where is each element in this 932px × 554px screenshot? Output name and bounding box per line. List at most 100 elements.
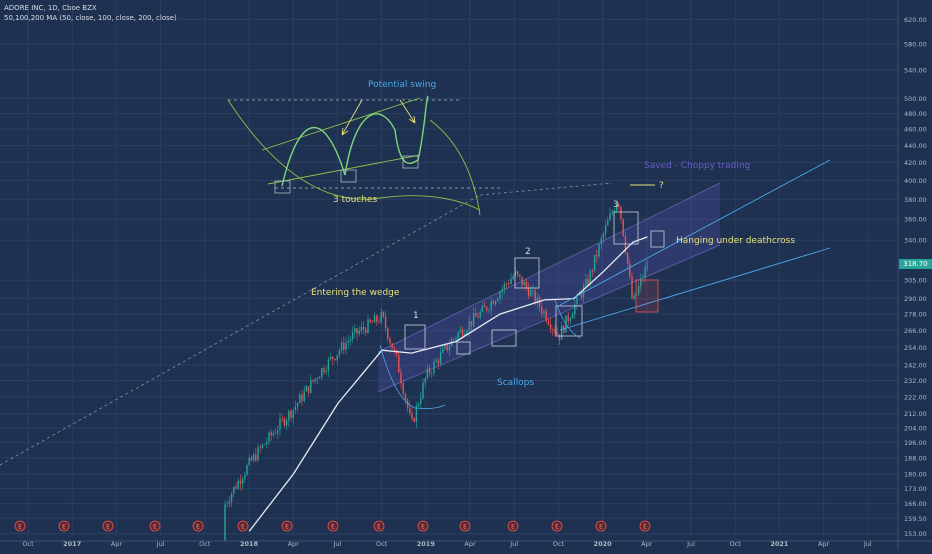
annotation-text: ? — [659, 181, 664, 191]
candle-body — [626, 252, 629, 264]
candle-body — [248, 457, 250, 466]
earnings-label: E — [377, 524, 381, 531]
earnings-label: E — [463, 524, 467, 531]
candle-body — [233, 486, 235, 494]
y-tick-label: 480.00 — [904, 110, 927, 118]
y-tick-label: 204.00 — [904, 424, 927, 432]
earnings-label: E — [643, 524, 647, 531]
candle-body — [296, 403, 299, 407]
candle-body — [356, 328, 358, 334]
candle-body — [554, 329, 556, 333]
y-tick-label: 188.00 — [904, 454, 927, 462]
earnings-marker — [507, 520, 519, 532]
candle-body — [472, 313, 475, 326]
annotation-text: Scallops — [497, 378, 534, 388]
y-tick-label: 180.00 — [904, 470, 927, 478]
candle-body — [598, 243, 600, 257]
annotation-text: 1 — [413, 311, 419, 321]
candle-body — [244, 474, 246, 480]
candles — [224, 202, 649, 542]
candle-body — [376, 315, 378, 322]
dashed-trendline-ext — [479, 182, 613, 196]
candle-body — [413, 418, 415, 422]
candle-body — [536, 297, 539, 303]
earnings-label: E — [106, 524, 110, 531]
candle-body — [241, 479, 244, 484]
candle-body — [510, 278, 512, 285]
channel-bottom — [377, 244, 721, 393]
earnings-marker — [237, 520, 249, 532]
candle-body — [505, 283, 508, 285]
candle-body — [602, 233, 605, 239]
candle-body — [600, 238, 602, 244]
x-tick-label: Jul — [332, 540, 341, 548]
candle-body — [307, 386, 310, 393]
y-tick-label: 242.00 — [904, 362, 927, 370]
candle-body — [642, 277, 644, 279]
earnings-label: E — [241, 524, 245, 531]
earnings-marker — [149, 520, 161, 532]
candle-body — [391, 343, 393, 349]
candle-body — [367, 319, 369, 333]
earnings-label: E — [196, 524, 200, 531]
candle-body — [389, 338, 391, 344]
candle-body — [230, 493, 233, 502]
earnings-marker — [639, 520, 651, 532]
candle-body — [556, 332, 558, 335]
highlight-box — [613, 211, 639, 245]
candle-body — [508, 283, 510, 285]
candle-body — [285, 420, 288, 426]
sketch-touch-box — [402, 155, 419, 169]
candle-body — [543, 311, 545, 314]
candle-body — [332, 356, 334, 359]
candle-body — [250, 457, 253, 461]
candle-body — [290, 411, 292, 418]
last-price-tag: 318.70 — [899, 258, 932, 269]
candle-body — [523, 281, 525, 286]
candle-body — [620, 206, 622, 219]
candle-body — [530, 290, 532, 297]
candle-body — [378, 321, 380, 323]
candle-body — [576, 295, 578, 305]
candle-body — [259, 447, 261, 449]
annotation-text: 3 — [613, 200, 619, 210]
x-tick-label: Oct — [22, 540, 34, 548]
y-tick-label: 580.00 — [904, 40, 927, 48]
candle-body — [596, 254, 598, 257]
y-tick-label: 460.00 — [904, 126, 927, 134]
y-tick-label: 232.00 — [904, 377, 927, 385]
candle-body — [316, 378, 319, 380]
x-tick-label: 2020 — [594, 540, 613, 548]
candle-body — [560, 325, 563, 340]
candle-body — [501, 289, 503, 293]
candle-body — [433, 361, 435, 373]
candle-body — [527, 287, 530, 297]
candle-body — [457, 332, 459, 339]
candle-body — [314, 378, 316, 382]
candle-body — [549, 324, 552, 330]
candle-body — [272, 433, 275, 436]
candle-body — [292, 409, 294, 418]
candle-body — [516, 271, 519, 275]
sketch-swing-path — [281, 95, 429, 187]
earnings-label: E — [421, 524, 425, 531]
x-tick-label: Apr — [818, 540, 830, 548]
candle-body — [483, 305, 486, 308]
x-tick-label: Oct — [199, 540, 211, 548]
candle-body — [569, 318, 572, 322]
candle-body — [279, 418, 281, 431]
y-tick-label: 290.00 — [904, 295, 927, 303]
highlight-box — [635, 279, 659, 313]
candle-body — [609, 213, 611, 221]
candle-body — [446, 345, 448, 351]
candle-body — [448, 346, 451, 351]
sketch-arc-left — [227, 99, 481, 211]
x-tick-label: 2019 — [417, 540, 436, 548]
candle-body — [299, 394, 301, 404]
sketch-touch-box — [340, 169, 357, 183]
x-tick-label: Jul — [156, 540, 165, 548]
candle-body — [365, 329, 367, 333]
